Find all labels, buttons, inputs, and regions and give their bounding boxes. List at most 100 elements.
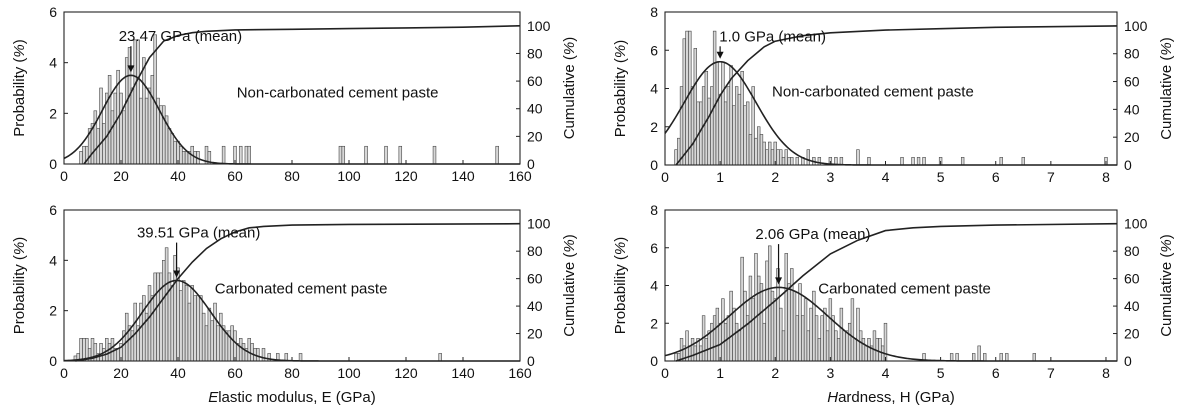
histogram-bar	[130, 87, 135, 165]
histogram-bar	[99, 343, 103, 362]
histogram-bar	[842, 330, 846, 362]
histogram-bar	[110, 110, 115, 165]
mean-arrow-head	[173, 270, 181, 278]
histogram-bar	[495, 145, 499, 165]
histogram-bar	[781, 157, 786, 166]
histogram-bar	[723, 101, 728, 166]
histogram-bar	[779, 307, 783, 362]
histogram-bar	[238, 338, 243, 362]
x-tick-label: 40	[170, 365, 186, 381]
x-axis-label: Hardness, H (GPa)	[827, 389, 955, 406]
histogram-bar	[856, 149, 860, 166]
y-right-tick-label: 80	[527, 45, 543, 61]
histogram-bar	[759, 134, 764, 166]
y-right-tick-label: 80	[1124, 243, 1140, 259]
x-tick-label: 1	[716, 169, 724, 185]
sample-annotation: Carbonated cement paste	[818, 281, 991, 298]
histogram-bar	[398, 145, 403, 165]
y-right-tick-label: 100	[1124, 18, 1148, 34]
histogram-bar	[712, 315, 717, 362]
x-tick-label: 7	[1047, 365, 1055, 381]
histogram-bar	[715, 307, 720, 362]
histogram-bar	[960, 157, 965, 166]
histogram-bar	[867, 157, 871, 166]
y-right-tick-label: 60	[1124, 74, 1140, 90]
y-left-tick-label: 8	[650, 4, 658, 20]
histogram-bar	[142, 57, 146, 165]
histogram-bar	[341, 145, 346, 165]
histogram-bar	[693, 48, 697, 166]
x-axis-label: Elastic modulus, E (GPa)	[208, 389, 376, 406]
histogram-bar	[955, 353, 959, 362]
histogram-bar	[139, 97, 143, 165]
y-left-tick-label: 6	[650, 240, 658, 256]
histogram-bar	[207, 307, 212, 362]
histogram-bar	[221, 145, 226, 165]
histogram-bar	[150, 75, 155, 165]
y-right-tick-label: 0	[527, 156, 535, 172]
histogram-bar	[79, 151, 83, 165]
histogram-bar	[812, 290, 816, 362]
histogram-bar	[179, 290, 183, 362]
histogram-bar	[726, 86, 731, 166]
histogram-bar	[179, 145, 183, 165]
histogram-bar	[173, 140, 177, 165]
x-tick-label: 0	[60, 365, 68, 381]
histogram-bar	[176, 267, 180, 362]
histogram-bar	[147, 87, 152, 165]
cumulative-curve-line	[675, 222, 1118, 362]
histogram-bar	[754, 253, 758, 362]
histogram-bar	[999, 353, 1003, 362]
histogram-bar	[159, 272, 163, 362]
histogram-bar	[861, 338, 866, 362]
mean-annotation: 2.06 GPa (mean)	[755, 226, 870, 243]
x-tick-label: 80	[284, 168, 300, 184]
y-right-tick-label: 40	[1124, 298, 1140, 314]
mean-arrow-head	[127, 65, 135, 73]
histogram-bar	[757, 275, 761, 362]
histogram-bar	[817, 338, 822, 362]
histogram-bar	[256, 348, 260, 362]
histogram-bar	[911, 157, 915, 166]
y-left-tick-label: 4	[650, 81, 658, 97]
y-left-tick-label: 4	[49, 55, 57, 71]
histogram-bar	[754, 137, 758, 166]
histogram-bar	[718, 93, 722, 166]
x-tick-label: 20	[113, 365, 129, 381]
x-tick-label: 140	[451, 365, 475, 381]
histogram-bar	[792, 290, 797, 362]
histogram-bar	[768, 141, 772, 166]
histogram-bar	[850, 298, 855, 362]
histogram-bar	[142, 295, 146, 362]
y-left-tick-label: 2	[49, 105, 57, 121]
histogram-bar	[972, 353, 976, 362]
y-right-tick-label: 20	[527, 128, 543, 144]
y-left-axis-label: Probability (%)	[11, 237, 28, 335]
histogram-bar	[721, 298, 725, 362]
histogram-bar	[261, 348, 266, 362]
histogram-bar	[983, 353, 987, 362]
histogram-bar	[432, 145, 437, 165]
y-right-tick-label: 100	[527, 18, 551, 34]
x-tick-label: 60	[227, 168, 243, 184]
histogram-bar	[776, 149, 780, 166]
cumulative-curve-line	[75, 222, 521, 362]
x-tick-label: 5	[937, 169, 945, 185]
histogram-bar	[790, 268, 794, 362]
histogram-bar	[784, 253, 788, 362]
histogram-bar	[79, 338, 83, 362]
y-right-tick-label: 0	[527, 353, 535, 369]
cumulative-curve-line	[83, 25, 521, 165]
histogram-bar	[715, 61, 720, 166]
histogram-bar	[184, 151, 189, 165]
histogram-bar	[748, 134, 753, 166]
histogram-bar	[162, 105, 166, 165]
histogram-bar	[814, 315, 819, 362]
histogram-bar	[164, 247, 169, 362]
x-tick-label: 20	[113, 168, 129, 184]
histogram-bar	[999, 157, 1003, 166]
y-right-tick-label: 60	[527, 73, 543, 89]
histogram-bar	[244, 145, 249, 165]
histogram-bar	[99, 87, 103, 165]
